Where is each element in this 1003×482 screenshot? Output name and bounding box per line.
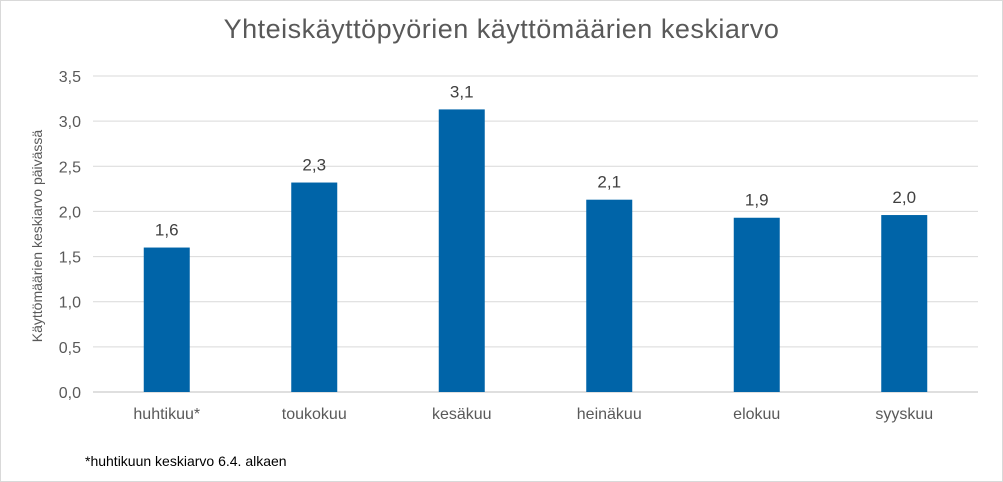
y-tick-label: 0,5 [59, 340, 81, 357]
x-tick-label: syyskuu [875, 406, 933, 423]
bars [143, 109, 928, 393]
data-label: 2,0 [892, 188, 916, 207]
x-tick-label: huhtikuu* [133, 406, 200, 423]
footnote: *huhtikuun keskiarvo 6.4. alkaen [85, 453, 287, 469]
y-tick-label: 3,5 [59, 69, 81, 86]
y-tick-label: 0,0 [59, 385, 81, 402]
bar [733, 217, 780, 392]
x-tick-label: elokuu [733, 406, 780, 423]
bar [438, 109, 485, 393]
data-label: 2,3 [302, 156, 326, 175]
y-axis-ticks: 0,0 0,5 1,0 1,5 2,0 2,5 3,0 3,5 [59, 69, 81, 402]
bar [881, 215, 928, 392]
x-tick-label: heinäkuu [577, 406, 642, 423]
x-axis-ticks: huhtikuu* toukokuu kesäkuu heinäkuu elokuu sy… [133, 406, 933, 423]
gridlines [93, 75, 978, 393]
bar [291, 182, 338, 392]
bar [586, 199, 633, 392]
chart-title: Yhteiskäyttöpyörien käyttömäärien keskia… [223, 14, 780, 44]
y-tick-label: 1,0 [59, 295, 81, 312]
data-label: 1,9 [745, 191, 769, 210]
y-axis-label: Käyttömäärien keskiarvo päivässä [29, 130, 45, 343]
data-label: 3,1 [450, 82, 474, 101]
x-tick-label: kesäkuu [432, 406, 492, 423]
data-label: 1,6 [155, 221, 179, 240]
y-tick-label: 2,5 [59, 159, 81, 176]
data-labels: 1,6 2,3 3,1 2,1 1,9 2,0 [155, 82, 916, 239]
y-tick-label: 2,0 [59, 204, 81, 221]
y-tick-label: 1,5 [59, 250, 81, 267]
bar [143, 247, 190, 392]
data-label: 2,1 [597, 173, 621, 192]
x-tick-label: toukokuu [282, 406, 347, 423]
y-tick-label: 3,0 [59, 114, 81, 131]
